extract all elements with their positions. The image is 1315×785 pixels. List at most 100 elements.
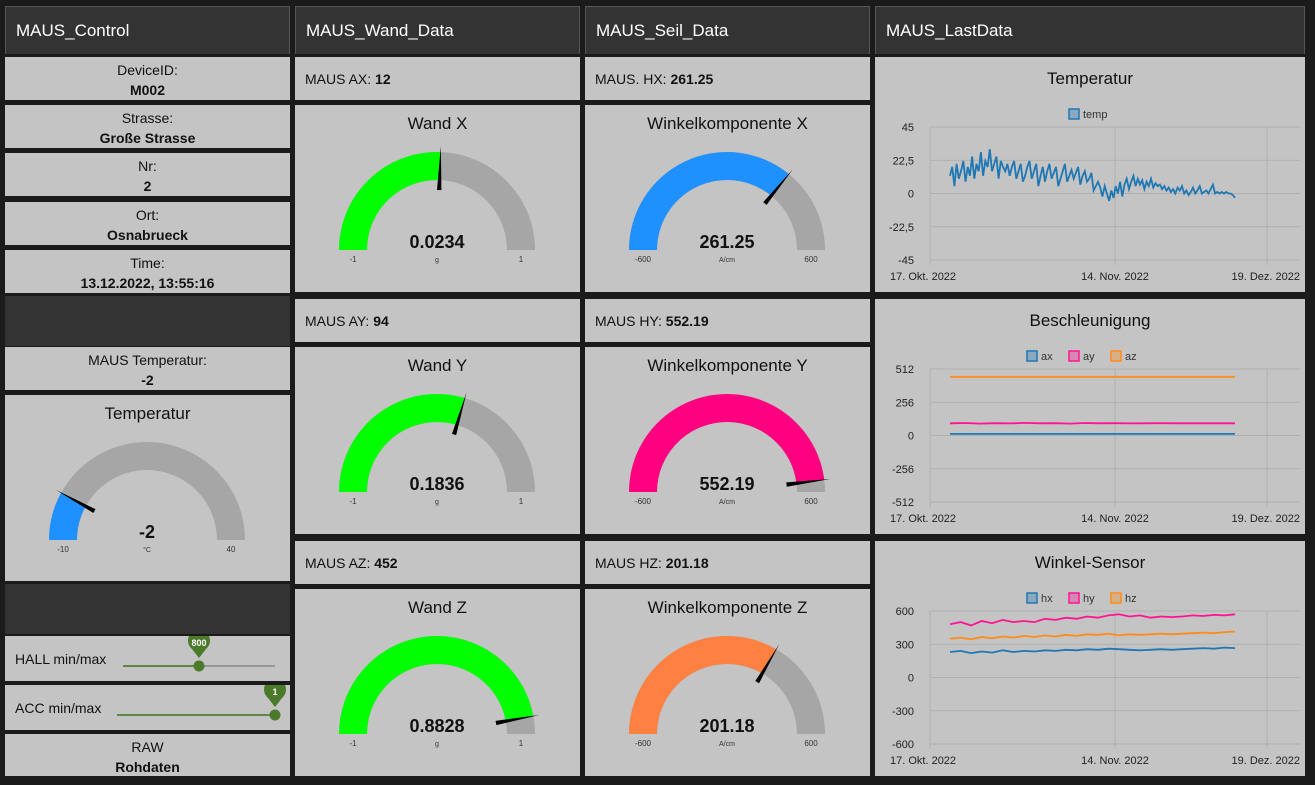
last-group-title: MAUS_LastData [875, 6, 1305, 54]
gauge-value: -2 [139, 522, 155, 542]
acc-slider[interactable]: 1 [5, 685, 290, 730]
wand-x-gauge: 0.0234 g -1 1 [339, 146, 535, 264]
gauge-value: 261.25 [699, 232, 754, 252]
gauge-value: 552.19 [699, 474, 754, 494]
maus-temp-label: MAUS Temperatur: [88, 352, 207, 368]
hx-label: MAUS. HX: [595, 71, 671, 87]
temp-chart-card: Temperatur temp 45 22,5 0 -22,5 -45 17. Okt. 2… [875, 57, 1305, 292]
y-tick-label: -300 [892, 706, 914, 718]
time-card: Time: 13.12.2022, 13:55:16 [5, 250, 290, 293]
hx-value: 261.25 [670, 71, 714, 87]
gauge-track [49, 442, 245, 540]
gauge-min: -1 [349, 255, 357, 264]
gauge-min: -10 [57, 545, 69, 554]
slider-value: 800 [191, 638, 206, 648]
city-label: Ort: [135, 207, 160, 223]
acc-card: ACC min/max 1 [5, 685, 290, 730]
raw-card[interactable]: RAW Rohdaten [5, 734, 290, 776]
series-line-hy [949, 613, 1236, 627]
gauge-unit: °C [143, 546, 151, 554]
ay-label: MAUS AY: [305, 313, 374, 329]
gauge-max: 1 [519, 255, 524, 264]
y-tick-label: 0 [908, 431, 914, 443]
slider-pin [188, 636, 210, 658]
time-value: 13.12.2022, 13:55:16 [80, 275, 215, 291]
gauge-unit: g [435, 741, 439, 748]
x-tick-label: 19. Dez. 2022 [1232, 755, 1301, 767]
hz-value: 201.18 [665, 555, 709, 571]
legend-swatch [1068, 108, 1080, 120]
gauge-max: 600 [804, 739, 818, 748]
temp-gauge-card: Temperatur -2 °C -10 40 [5, 395, 290, 581]
control-group: MAUS_Control DeviceID: M002 Strasse: Gro… [5, 6, 290, 776]
temp-gauge-title: Temperatur [104, 404, 191, 423]
last-group: MAUS_LastData Temperatur temp 45 22,5 0 -22,… [875, 6, 1305, 776]
gauge-needle [755, 644, 780, 684]
y-tick-label: 45 [902, 122, 914, 134]
gauge-fill [339, 394, 465, 492]
hall-slider[interactable]: 800 [5, 636, 290, 681]
gauge-needle [495, 714, 540, 726]
gauge-needle [451, 392, 467, 436]
winkel-x-gauge: 261.25 A/cm -600 600 [629, 152, 825, 264]
time-label: Time: [130, 255, 165, 271]
x-tick-label: 14. Nov. 2022 [1081, 755, 1149, 767]
gauge-unit: A/cm [719, 257, 735, 264]
hy-card: MAUS HY: 552.19 [585, 299, 870, 342]
city-card: Ort: Osnabrueck [5, 202, 290, 245]
legend-label: hy [1083, 593, 1095, 605]
ax-label: MAUS AX: [305, 71, 376, 87]
seil-group: MAUS_Seil_Data MAUS. HX: 261.25 Winkelko… [585, 6, 870, 776]
legend-label: ay [1083, 351, 1095, 363]
y-tick-label: 22,5 [893, 155, 914, 167]
slider-pin [264, 685, 286, 707]
az-value: 452 [374, 555, 398, 571]
gauge-unit: A/cm [719, 499, 735, 506]
gauge-needle [763, 169, 793, 205]
gauge-needle [55, 489, 96, 514]
y-tick-label: 600 [896, 606, 914, 618]
wand-y-card: Wand Y 0.1836 g -1 1 [295, 347, 580, 534]
gauge-fill [339, 636, 534, 734]
legend-swatch [1110, 592, 1122, 604]
hz-card: MAUS HZ: 201.18 [585, 541, 870, 584]
nr-card: Nr: 2 [5, 153, 290, 196]
maus-temp-card: MAUS Temperatur: -2 [5, 347, 290, 390]
legend-swatch [1026, 350, 1038, 362]
wand-group: MAUS_Wand_Data MAUS AX: 12 Wand X 0.0234… [295, 6, 580, 776]
gauge-max: 1 [519, 497, 524, 506]
x-tick-label: 14. Nov. 2022 [1081, 271, 1149, 283]
winkel-x-title: Winkelkomponente X [647, 114, 808, 133]
legend-swatch [1068, 592, 1080, 604]
gauge-max: 600 [804, 497, 818, 506]
accel-chart-card: Beschleunigung ax ay az 512 256 0 -256 -512 17. … [875, 299, 1305, 534]
wand-z-title: Wand Z [408, 598, 467, 617]
temp-chart-title: Temperatur [1047, 69, 1133, 88]
gauge-fill [629, 636, 777, 734]
x-tick-label: 17. Okt. 2022 [890, 755, 956, 767]
legend-label: az [1125, 351, 1137, 363]
legend-label: hz [1125, 593, 1137, 605]
gauge-min: -1 [349, 739, 357, 748]
gauge-needle [437, 146, 442, 191]
device-card: DeviceID: M002 [5, 57, 290, 100]
nr-value: 2 [143, 178, 152, 194]
seil-group-title: MAUS_Seil_Data [585, 6, 870, 54]
x-tick-label: 19. Dez. 2022 [1232, 271, 1301, 283]
gauge-max: 600 [804, 255, 818, 264]
gauge-min: -600 [635, 739, 652, 748]
winkel-z-title: Winkelkomponente Z [647, 598, 808, 617]
gauge-max: 1 [519, 739, 524, 748]
winkel-y-card: Winkelkomponente Y 552.19 A/cm -600 600 [585, 347, 870, 534]
series-line-ay [949, 421, 1235, 425]
raw-value: Rohdaten [115, 759, 180, 775]
y-tick-label: -512 [892, 497, 914, 509]
street-value: Große Strasse [99, 130, 196, 146]
hx-card: MAUS. HX: 261.25 [585, 57, 870, 100]
gauge-needle [786, 479, 831, 487]
y-tick-label: 512 [896, 364, 914, 376]
gauge-min: -1 [349, 497, 357, 506]
gauge-fill [49, 492, 86, 540]
legend-label: hx [1041, 593, 1053, 605]
wand-y-title: Wand Y [407, 356, 468, 375]
